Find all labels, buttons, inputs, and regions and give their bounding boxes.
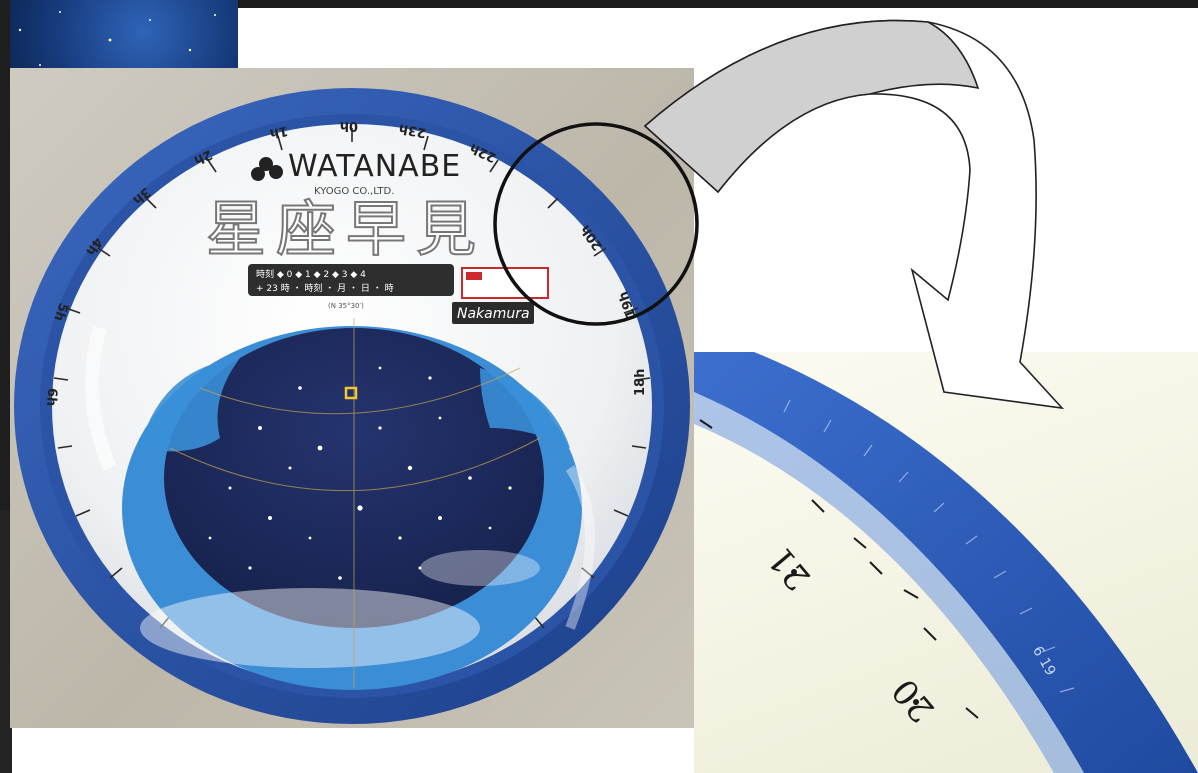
- hour-label-6: 6h: [43, 387, 60, 407]
- zoomed-detail-photo: 6 19 21 20: [694, 352, 1198, 773]
- scale-band-top: 時刻 ◆ 0 ◆ 1 ◆ 2 ◆ 3 ◆ 4: [256, 268, 366, 280]
- hour-label-0: 0h: [340, 118, 358, 133]
- background-starfield-photo: [0, 0, 238, 80]
- dark-backdrop-top: [238, 0, 1198, 8]
- company-name: KYOGO CO.,LTD.: [314, 186, 394, 197]
- pole-marker: [344, 386, 358, 400]
- maker-badge-text: Nakamura: [457, 306, 530, 322]
- scale-subtitle: (N 35°30′): [328, 302, 364, 310]
- dark-backdrop-lower-left: [0, 510, 12, 773]
- star-dots: [208, 366, 512, 580]
- planisphere-photo: 0h 23h 1h 2h 3h 4h 5h 6h 22h 20h 19h 18h…: [10, 68, 694, 728]
- starfield: [18, 11, 216, 72]
- scale-band-bottom: + 23 時 ・ 時刻 ・ 月 ・ 日 ・ 時: [256, 282, 394, 294]
- curved-arrow: [643, 19, 1065, 410]
- curved-arrow-shaded: [643, 19, 980, 194]
- hour-label-1: 1h: [268, 123, 289, 141]
- hour-label-5: 5h: [50, 301, 70, 323]
- brand-logo: [251, 157, 283, 181]
- hour-label-18: 18h: [633, 369, 648, 396]
- planisphere-title: 星座早見: [206, 195, 486, 265]
- zoom-rim: [694, 352, 1198, 773]
- brand-name: WATANABE: [288, 149, 461, 184]
- scale-band: [248, 264, 454, 296]
- planisphere-illustration: 0h 23h 1h 2h 3h 4h 5h 6h 22h 20h 19h 18h…: [14, 88, 690, 724]
- hour-label-23: 23h: [398, 120, 428, 140]
- hour-label-2: 2h: [191, 146, 214, 167]
- dark-backdrop-left: [0, 0, 10, 773]
- zoomed-dial-illustration: 6 19 21 20: [694, 352, 1198, 773]
- zoom-hour-21: 21: [760, 539, 818, 598]
